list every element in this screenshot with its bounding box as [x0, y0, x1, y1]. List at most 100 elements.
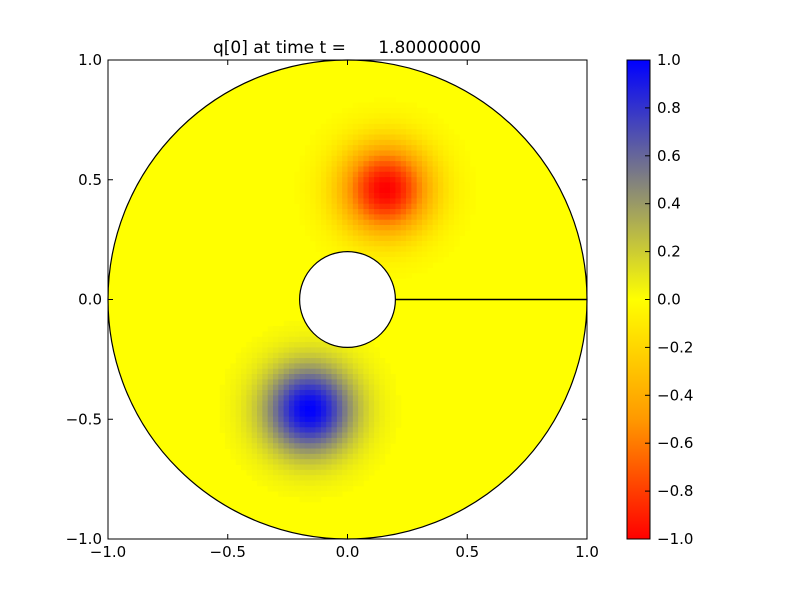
heatmap-cell	[422, 177, 428, 183]
heatmap-cell	[336, 193, 343, 199]
heatmap-cell	[374, 464, 380, 471]
heatmap-cell	[326, 384, 332, 391]
heatmap-cell	[464, 182, 471, 189]
heatmap-cell	[453, 224, 460, 231]
heatmap-cell	[225, 400, 231, 407]
heatmap-cell	[299, 464, 306, 471]
heatmap-cell	[342, 224, 348, 231]
heatmap-cell	[443, 224, 450, 231]
heatmap-cell	[288, 427, 295, 433]
heatmap-cell	[390, 411, 396, 417]
heatmap-cell	[272, 326, 279, 332]
heatmap-cell	[379, 198, 386, 205]
heatmap-cell	[352, 219, 359, 226]
heatmap-cell	[443, 161, 450, 167]
heatmap-cell	[384, 107, 391, 114]
heatmap-cell	[257, 384, 263, 391]
heatmap-cell	[432, 198, 439, 205]
heatmap-cell	[320, 459, 327, 465]
heatmap-cell	[390, 421, 396, 428]
heatmap-cell	[219, 405, 226, 412]
heatmap-cell	[283, 326, 290, 332]
heatmap-cell	[443, 198, 450, 205]
heatmap-cell	[294, 491, 300, 497]
heatmap-cell	[374, 203, 380, 210]
heatmap-cell	[374, 235, 380, 242]
heatmap-cell	[395, 209, 402, 215]
heatmap-cell	[352, 123, 359, 130]
heatmap-cell	[336, 464, 343, 471]
heatmap-cell	[235, 427, 242, 433]
heatmap-cell	[363, 118, 370, 125]
heatmap-cell	[358, 405, 364, 412]
heatmap-cell	[368, 198, 375, 205]
heatmap-cell	[448, 139, 455, 146]
heatmap-cell	[384, 235, 391, 242]
heatmap-cell	[358, 475, 364, 481]
heatmap-cell	[448, 240, 455, 247]
heatmap-cell	[347, 118, 354, 125]
heatmap-cell	[331, 384, 338, 391]
heatmap-cell	[326, 475, 332, 481]
y-tick-label: 1.0	[78, 51, 102, 69]
heatmap-cell	[342, 480, 348, 487]
heatmap-cell	[379, 155, 386, 162]
heatmap-cell	[395, 171, 402, 178]
heatmap-cell	[251, 374, 258, 380]
heatmap-cell	[267, 384, 274, 391]
heatmap-cell	[390, 251, 396, 258]
heatmap-cell	[352, 203, 359, 210]
heatmap-cell	[331, 209, 338, 215]
heatmap-cell	[427, 235, 434, 242]
heatmap-cell	[443, 187, 450, 194]
heatmap-cell	[336, 240, 343, 247]
heatmap-cell	[299, 448, 306, 455]
heatmap-cell	[294, 198, 300, 205]
heatmap-cell	[390, 134, 396, 141]
heatmap-cell	[251, 389, 258, 396]
heatmap-cell	[326, 171, 332, 178]
heatmap-cell	[347, 411, 354, 417]
heatmap-cell	[288, 411, 295, 417]
heatmap-cell	[336, 203, 343, 210]
heatmap-cell	[443, 150, 450, 157]
heatmap-cell	[395, 400, 402, 407]
heatmap-cell	[379, 187, 386, 194]
heatmap-cell	[347, 374, 354, 380]
heatmap-cell	[374, 347, 380, 354]
heatmap-cell	[336, 448, 343, 455]
heatmap-cell	[246, 448, 253, 455]
heatmap-cell	[347, 427, 354, 433]
heatmap-cell	[241, 464, 247, 471]
heatmap-cell	[320, 464, 327, 471]
heatmap-cell	[262, 384, 269, 391]
heatmap-cell	[374, 416, 380, 423]
heatmap-cell	[304, 347, 311, 354]
heatmap-cell	[326, 352, 332, 359]
heatmap-cell	[336, 491, 343, 497]
heatmap-cell	[347, 448, 354, 455]
heatmap-cell	[320, 427, 327, 433]
heatmap-cell	[331, 214, 338, 221]
heatmap-cell	[352, 113, 359, 119]
heatmap-cell	[411, 251, 418, 258]
heatmap-cell	[352, 139, 359, 146]
heatmap-cell	[384, 209, 391, 215]
heatmap-cell	[336, 421, 343, 428]
heatmap-cell	[352, 389, 359, 396]
heatmap-cell	[272, 475, 279, 481]
heatmap-cell	[352, 209, 359, 215]
heatmap-cell	[400, 203, 407, 210]
heatmap-cell	[384, 379, 391, 386]
heatmap-cell	[400, 177, 407, 183]
heatmap-cell	[411, 262, 418, 268]
heatmap-cell	[315, 342, 322, 348]
heatmap-cell	[342, 235, 348, 242]
heatmap-cell	[352, 155, 359, 162]
heatmap-cell	[368, 129, 375, 135]
heatmap-cell	[437, 171, 444, 178]
heatmap-cell	[374, 161, 380, 167]
heatmap-cell	[363, 177, 370, 183]
heatmap-cell	[406, 161, 412, 167]
heatmap-cell	[384, 267, 391, 274]
